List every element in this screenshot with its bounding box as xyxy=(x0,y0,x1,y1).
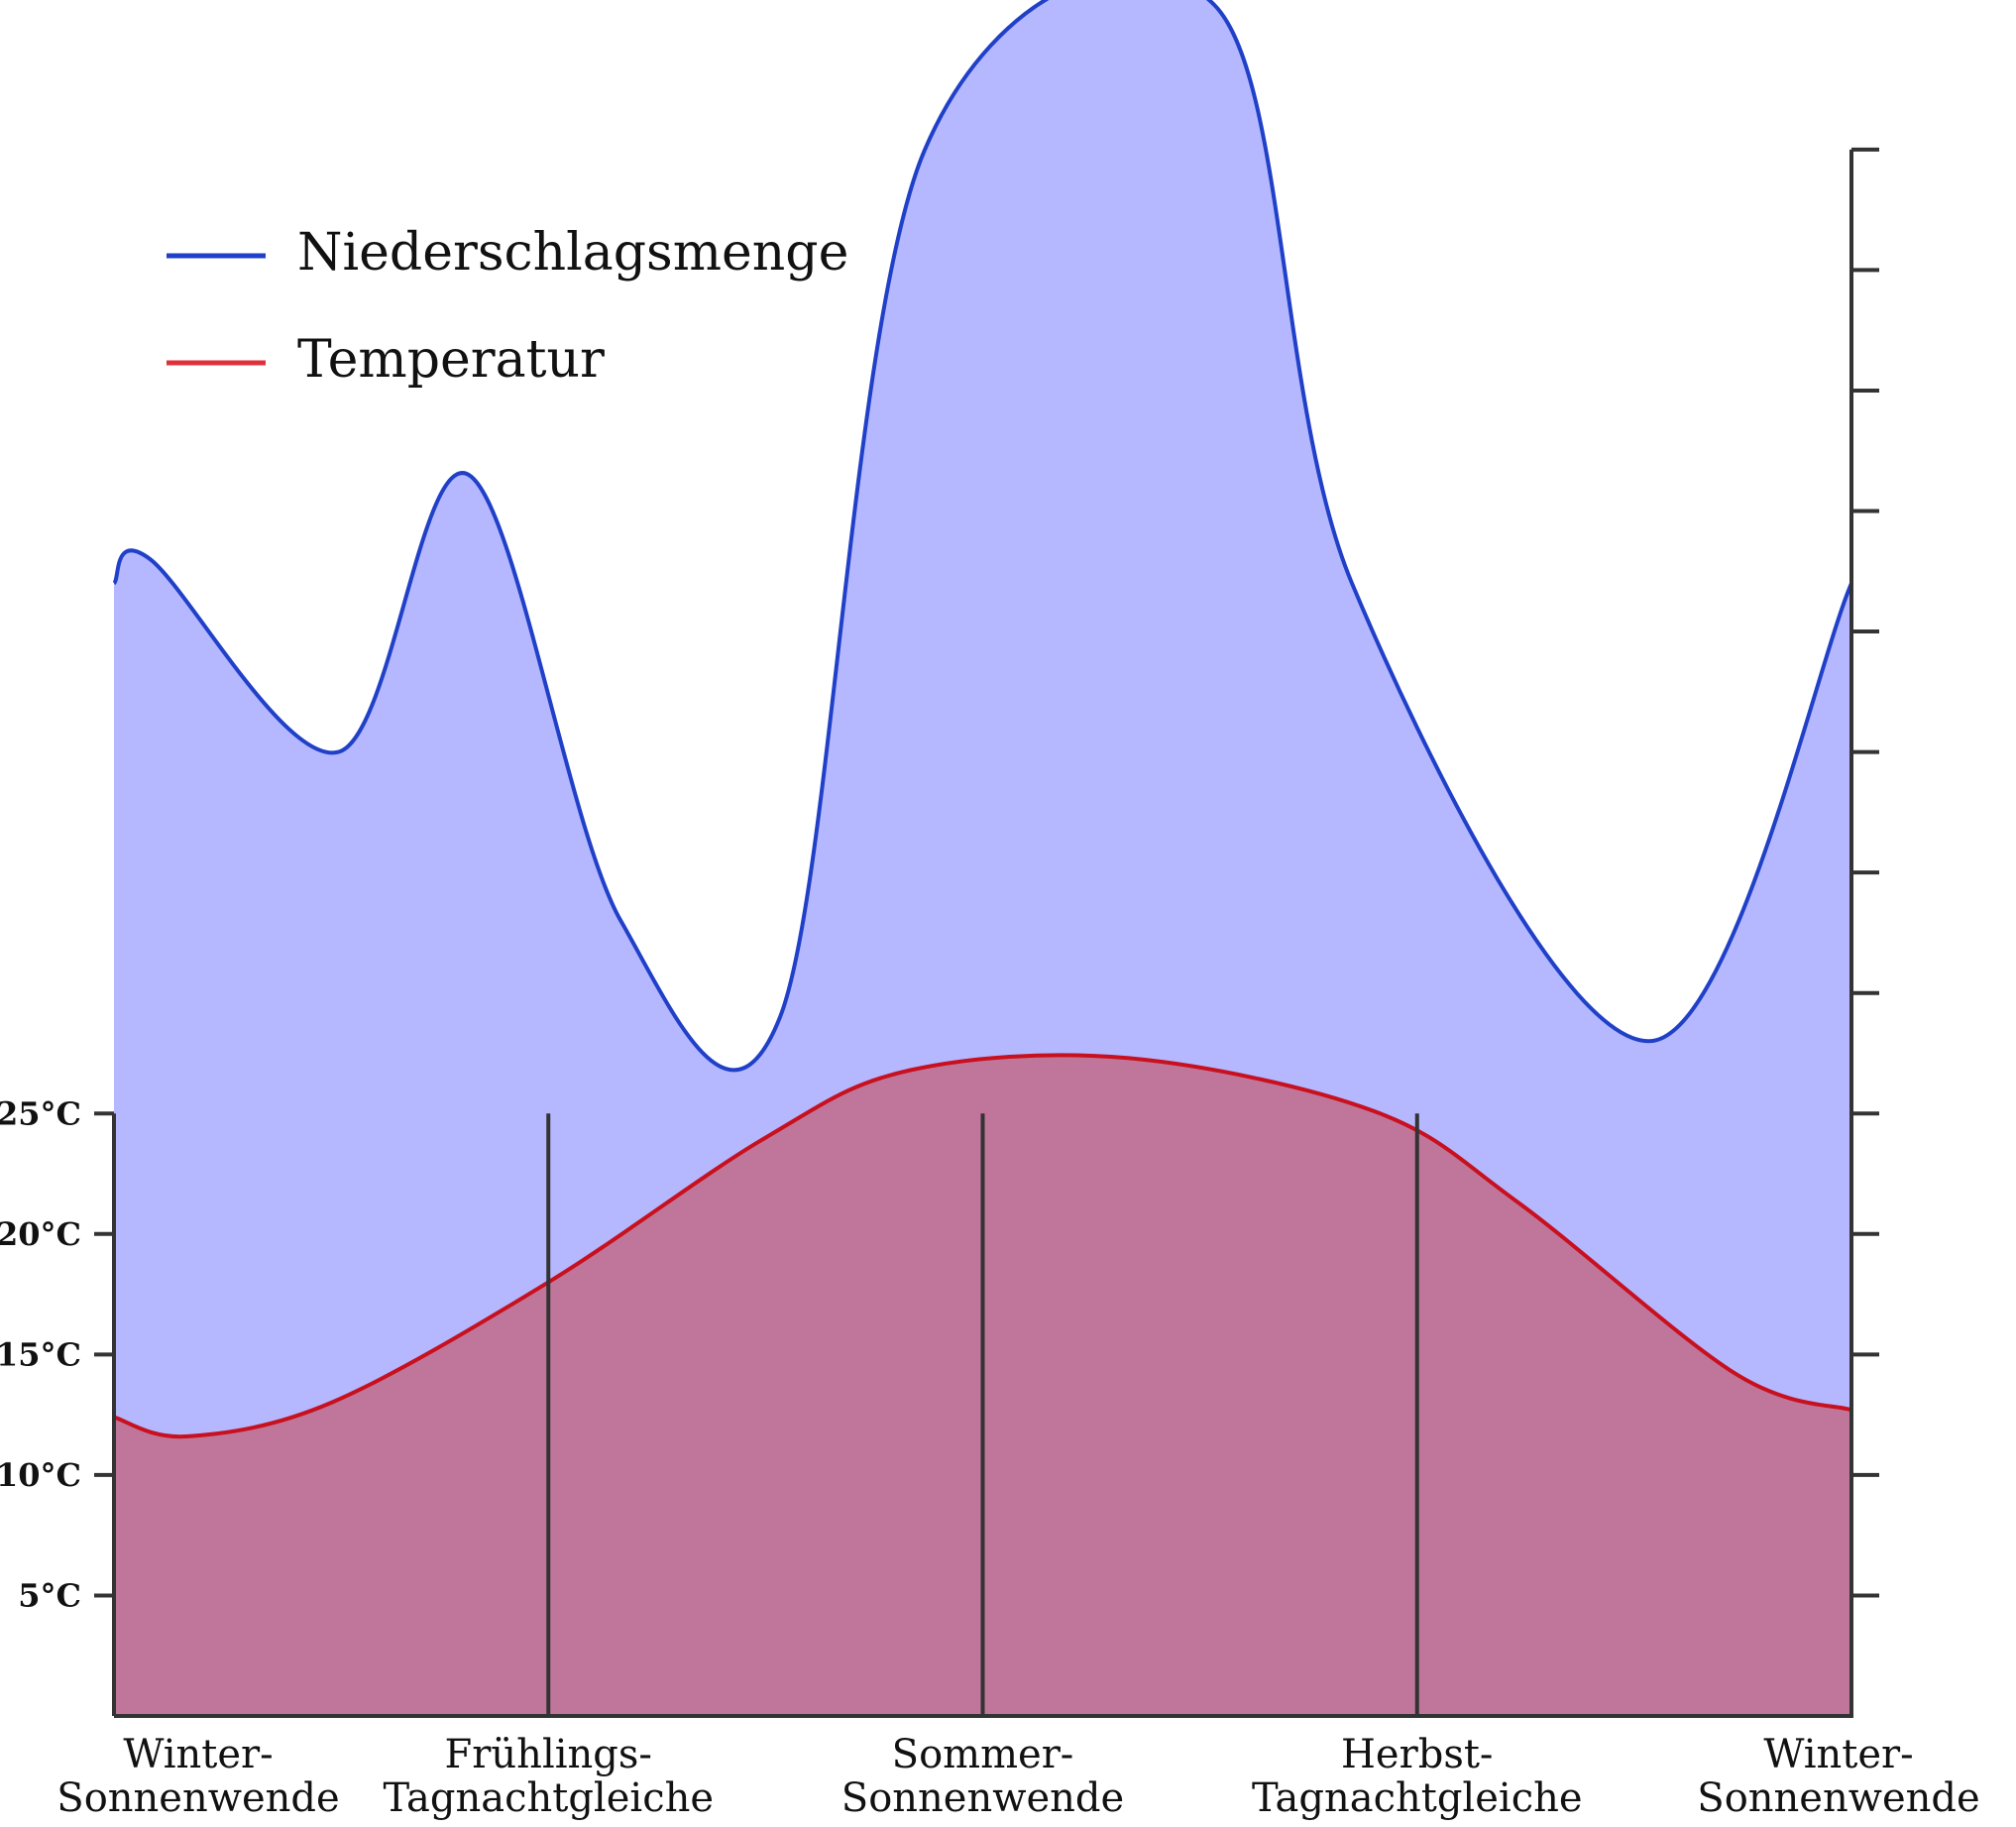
legend-label-precipitation: Niederschlagsmenge xyxy=(297,223,848,283)
season-label-line2: Sonnenwende xyxy=(56,1775,339,1821)
season-label-line2: Sonnenwende xyxy=(841,1775,1124,1821)
season-label-line1: Frühlings- xyxy=(445,1732,652,1777)
season-label-line1: Herbst- xyxy=(1341,1732,1493,1777)
legend: Niederschlagsmenge Temperatur xyxy=(167,223,848,390)
x-axis-labels: Winter-SonnenwendeFrühlings-Tagnachtglei… xyxy=(56,1732,1979,1821)
temperature-tick-label: 20°C xyxy=(0,1215,81,1253)
temperature-tick-label: 10°C xyxy=(0,1456,81,1494)
temperature-tick-label: 25°C xyxy=(0,1094,81,1132)
temperature-tick-label: 15°C xyxy=(0,1335,81,1373)
season-label-line1: Sommer- xyxy=(892,1732,1074,1777)
season-label-line2: Sonnenwende xyxy=(1697,1775,1979,1821)
axes-layer: 5°C 10°C 15°C 20°C 25°C xyxy=(0,147,1879,1718)
temperature-line xyxy=(113,1053,1852,1439)
season-label-line1: Winter- xyxy=(123,1732,273,1777)
season-label-line2: Tagnachtgleiche xyxy=(1252,1775,1583,1821)
precipitation-line xyxy=(112,0,1853,1073)
season-label-line2: Tagnachtgleiche xyxy=(383,1775,714,1821)
temperature-tick-label: 5°C xyxy=(18,1576,81,1614)
season-label-line1: Winter- xyxy=(1763,1732,1913,1777)
legend-label-temperature: Temperatur xyxy=(297,330,605,390)
